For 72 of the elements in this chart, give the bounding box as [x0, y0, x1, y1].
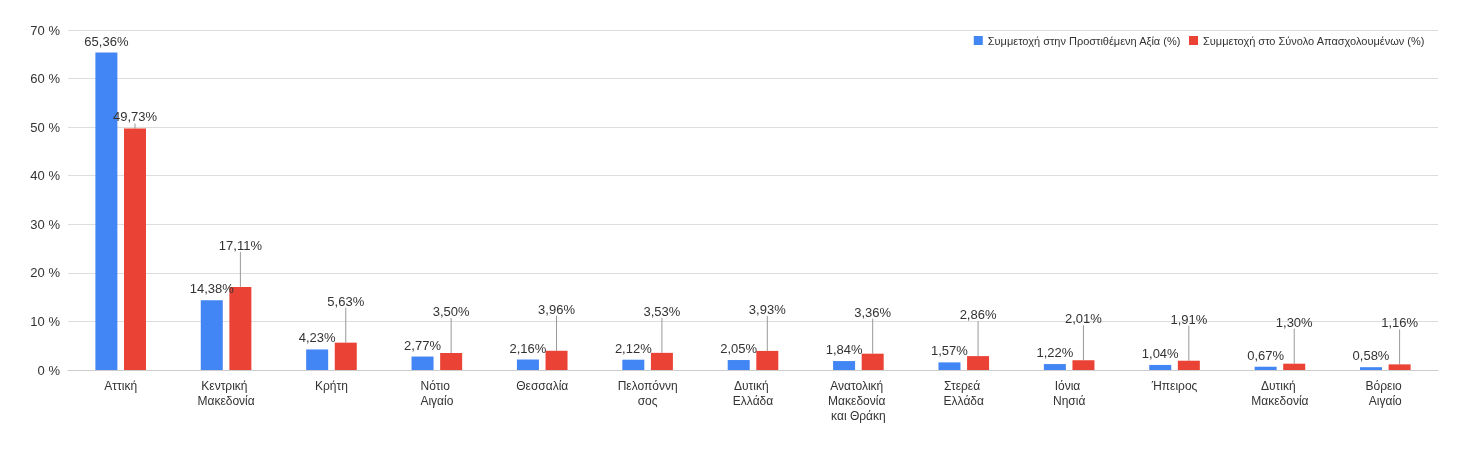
data-label: 2,05%: [720, 341, 758, 357]
bar: [938, 362, 961, 370]
data-label: 2,12%: [614, 340, 653, 356]
y-tick-label: 0 %: [37, 362, 61, 378]
bar: [1360, 367, 1383, 370]
bar: [1283, 363, 1306, 370]
legend-label: Συμμετοχή στο Σύνολο Απασχολουμένων (%): [1203, 34, 1425, 47]
bar: [1043, 364, 1066, 370]
y-tick-label: 20 %: [30, 265, 61, 281]
data-label: 2,77%: [404, 337, 442, 353]
bar: [545, 350, 568, 370]
data-label: 1,84%: [825, 342, 863, 358]
data-label: 5,63%: [327, 293, 365, 309]
bar: [650, 352, 673, 370]
data-label: 2,86%: [959, 307, 997, 323]
data-label: 65,36%: [84, 33, 129, 49]
bar: [727, 360, 750, 370]
data-label: 14,38%: [189, 281, 235, 297]
y-tick-label: 70 %: [30, 22, 61, 38]
data-label: 0,58%: [1352, 348, 1390, 364]
bar: [622, 359, 645, 370]
data-label: 3,50%: [432, 304, 471, 319]
bar: [411, 356, 434, 370]
data-label: 3,93%: [748, 301, 787, 317]
x-tick-label: Ήπειρος: [1150, 378, 1198, 393]
bar: [756, 350, 779, 370]
bar: [1388, 364, 1411, 370]
x-tick-label: Θεσσαλία: [516, 378, 569, 393]
x-tick-label: Βόρειο Αιγαίο: [1365, 378, 1406, 408]
bar: [833, 361, 856, 370]
x-tick-label: Δυτική Ελλάδα: [732, 378, 774, 408]
bar: [306, 349, 329, 370]
bar: [334, 342, 357, 370]
x-tick-label: Πελοπόννησος: [617, 378, 678, 408]
x-tick-label: Κρήτη: [315, 378, 348, 393]
legend-label: Συμμετοχή στην Προστιθέμενη Αξία (%): [987, 34, 1181, 47]
data-label: 1,16%: [1381, 315, 1419, 331]
bar: [1177, 360, 1200, 370]
data-label: 3,96%: [538, 301, 576, 317]
data-label: 1,57%: [931, 343, 969, 359]
x-tick-label: Κεντρική Μακεδονία: [197, 378, 255, 408]
data-label: 1,91%: [1170, 311, 1208, 327]
bar: [1254, 366, 1277, 370]
x-tick-label: Στερεά Ελλάδα: [943, 378, 985, 408]
data-label: 3,36%: [854, 304, 892, 320]
bar: [440, 353, 463, 370]
data-label: 17,11%: [218, 237, 263, 253]
x-tick-label: Νότιο Αιγαίο: [420, 378, 454, 408]
bar: [967, 356, 990, 370]
data-label: 0,67%: [1247, 347, 1285, 363]
y-tick-label: 60 %: [30, 71, 61, 87]
data-label: 1,30%: [1275, 314, 1314, 330]
bar: [1149, 364, 1172, 370]
bar: [1072, 360, 1095, 370]
y-tick-label: 10 %: [30, 313, 61, 329]
bar: [861, 353, 884, 370]
y-tick-label: 40 %: [30, 168, 61, 184]
data-label: 1,22%: [1036, 345, 1074, 361]
y-tick-label: 30 %: [30, 216, 61, 232]
data-label: 4,23%: [298, 330, 337, 346]
bar: [516, 359, 539, 370]
x-tick-label: Αττική: [104, 378, 138, 393]
x-tick-label: Ιόνια Νησιά: [1052, 378, 1086, 408]
data-label: 2,16%: [509, 340, 547, 356]
data-label: 2,01%: [1065, 311, 1103, 327]
data-label: 1,04%: [1141, 345, 1180, 361]
bar: [200, 300, 223, 370]
y-tick-label: 50 %: [30, 119, 61, 135]
bar: [123, 128, 146, 370]
data-label: 3,53%: [643, 303, 681, 319]
x-tick-label: Ανατολική Μακεδονία και Θράκη: [828, 378, 889, 423]
x-tick-label: Δυτική Μακεδονία: [1251, 378, 1309, 408]
